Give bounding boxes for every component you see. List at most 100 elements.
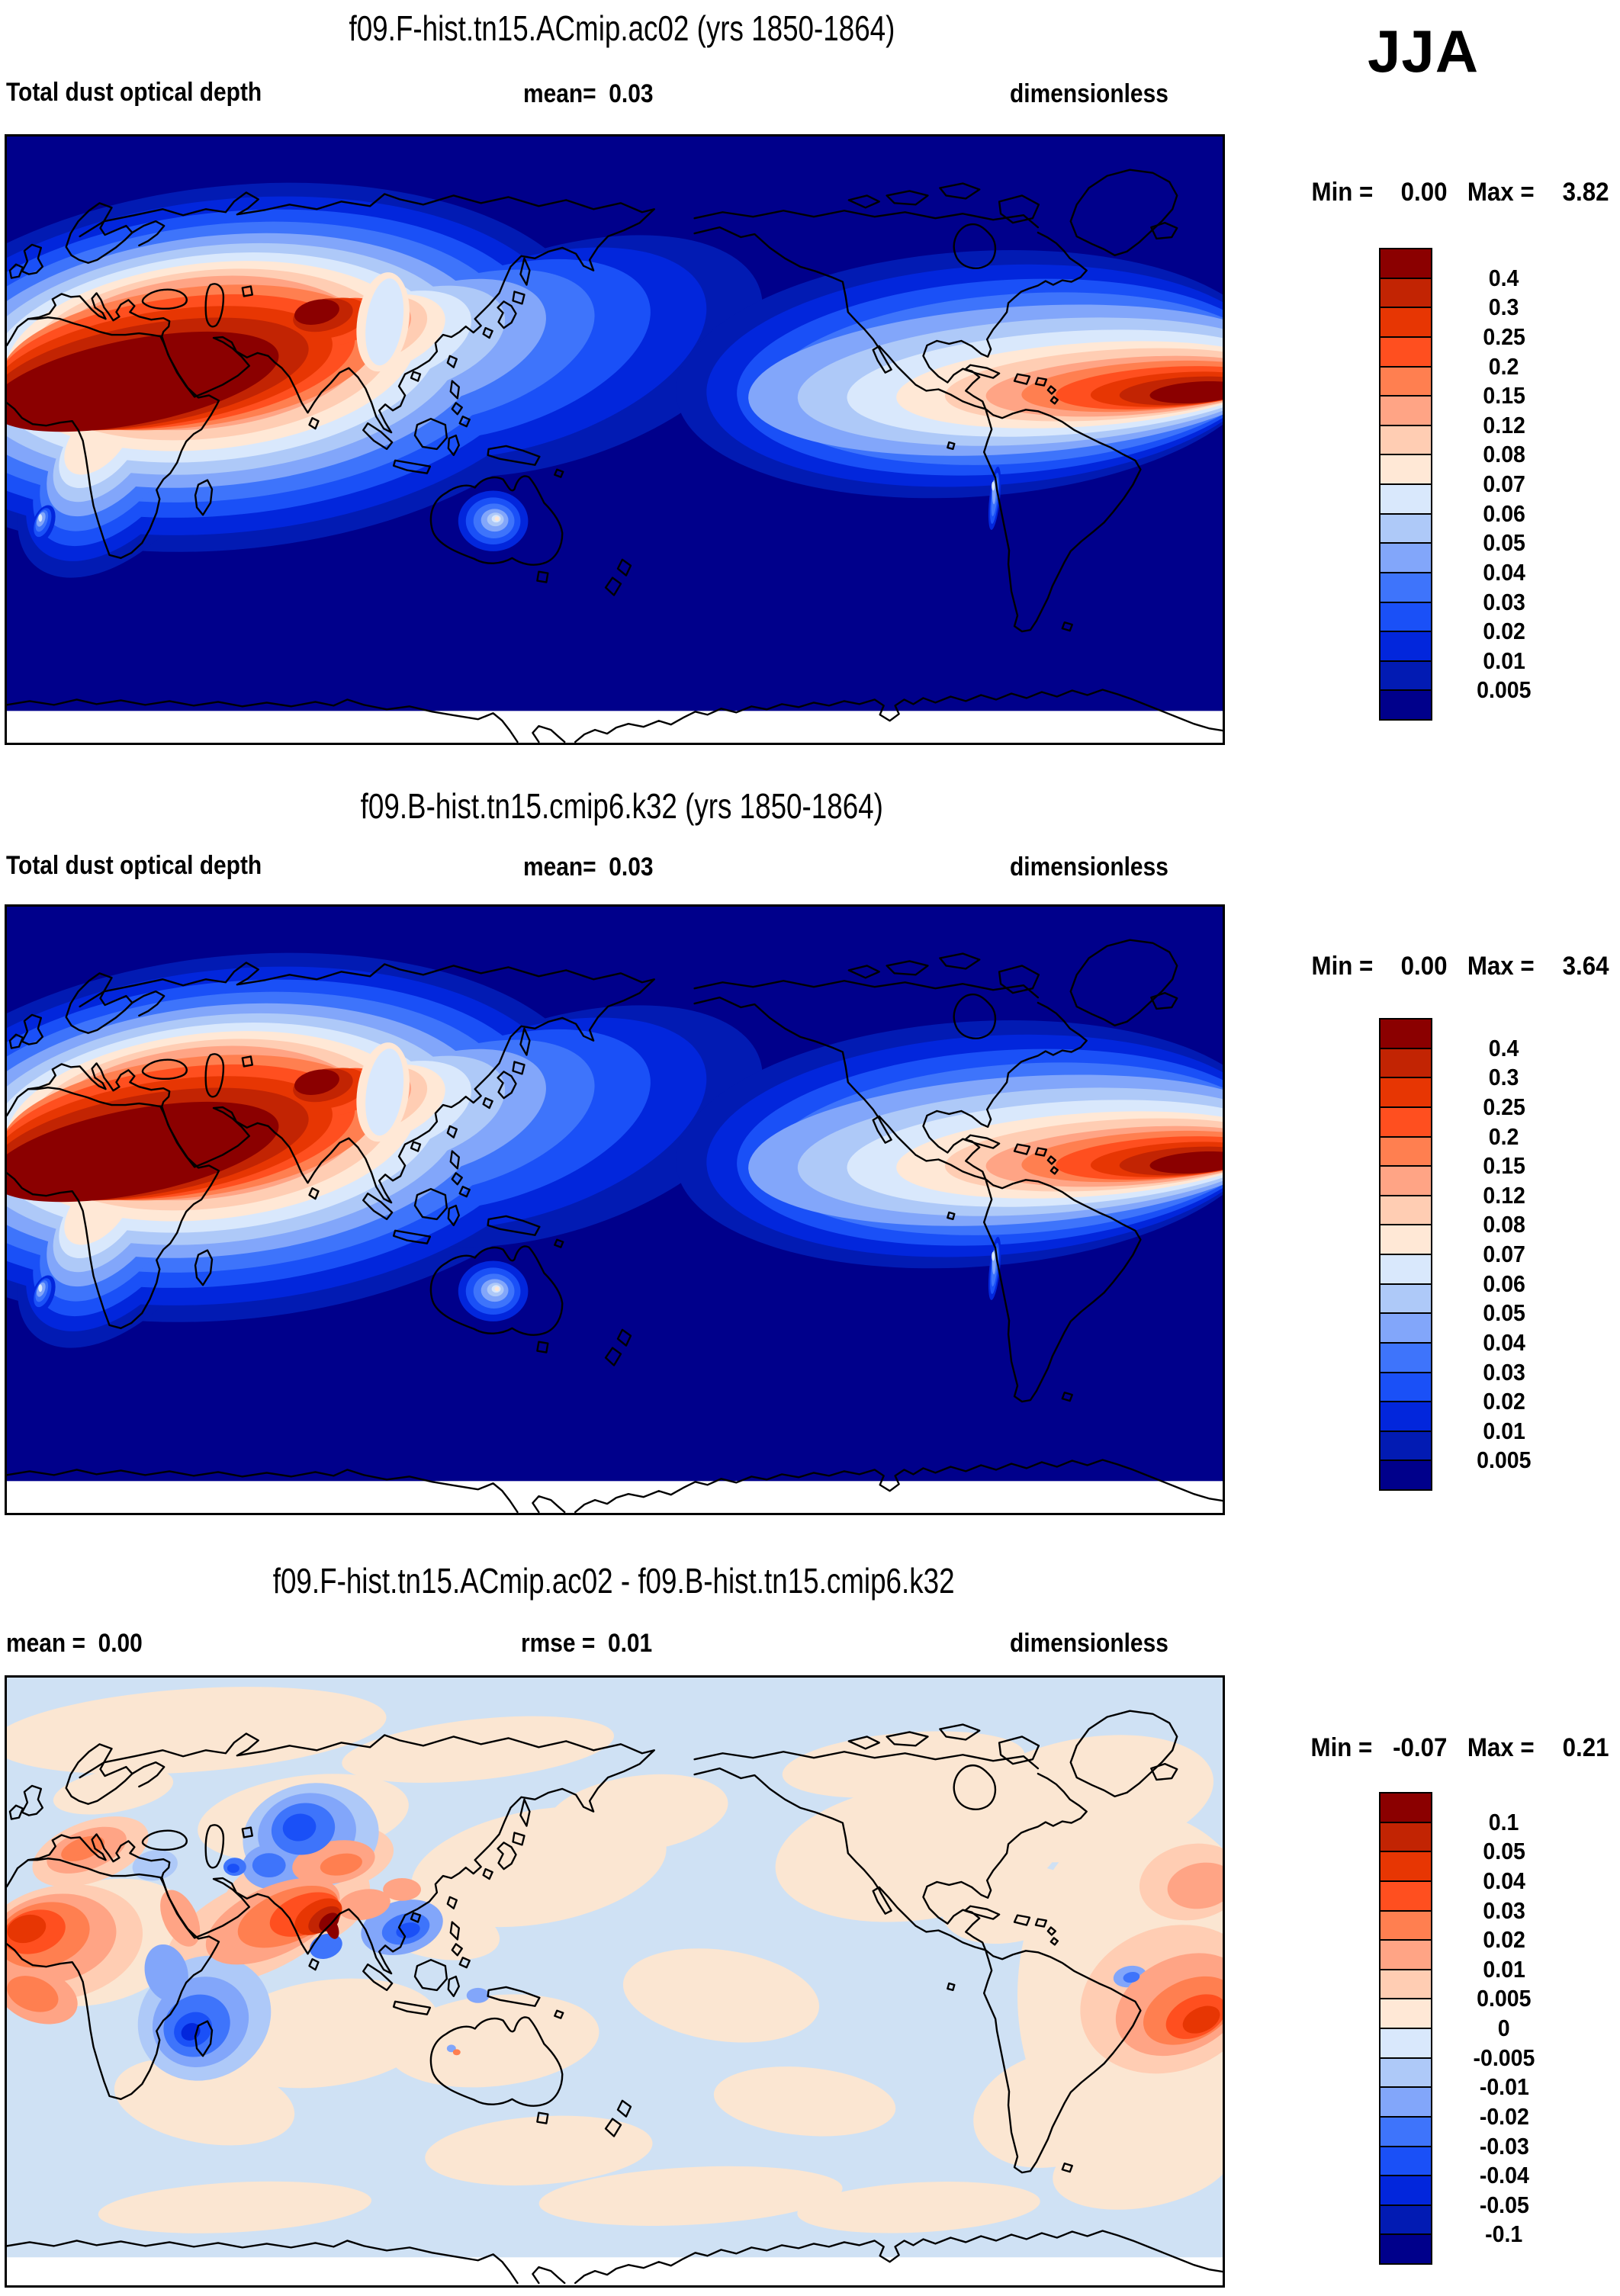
colorbar-cell — [1379, 1968, 1432, 2000]
colorbar-cell — [1379, 2233, 1432, 2265]
panel1-map — [5, 134, 1225, 745]
colorbar-tick-label: 0.005 — [1477, 676, 1532, 704]
colorbar-cell — [1379, 631, 1432, 662]
colorbar-tick-label: 0.12 — [1483, 411, 1525, 438]
colorbar-tick-label: -0.02 — [1479, 2102, 1529, 2130]
colorbar-cell — [1379, 454, 1432, 485]
colorbar-tick-label: 0.02 — [1483, 1388, 1525, 1415]
colorbar-cell — [1379, 542, 1432, 573]
colorbar-cell — [1379, 1909, 1432, 1941]
colorbar-cell — [1379, 571, 1432, 603]
panel3-map-canvas — [7, 1678, 1223, 2285]
panel3-units-label: dimensionless — [1010, 1629, 1168, 1658]
colorbar-tick-label: 0.04 — [1483, 1328, 1525, 1356]
colorbar-tick-label: 0.01 — [1483, 1955, 1525, 1983]
colorbar-tick-label: 0.01 — [1483, 1417, 1525, 1444]
colorbar-tick-label: 0.4 — [1489, 1034, 1519, 1061]
colorbar-tick-label: 0.4 — [1489, 264, 1519, 291]
colorbar-tick-label: 0.2 — [1489, 352, 1519, 380]
panel1-minmax: Min = 0.00 Max = 3.82 — [1311, 178, 1609, 207]
colorbar-cell — [1379, 483, 1432, 515]
colorbar-tick-label: 0.01 — [1483, 647, 1525, 674]
colorbar-tick-label: 0.02 — [1483, 1926, 1525, 1954]
colorbar-cell — [1379, 365, 1432, 397]
colorbar-cell — [1379, 1165, 1432, 1196]
colorbar-cell — [1379, 395, 1432, 426]
panel2-map — [5, 904, 1225, 1515]
colorbar-tick-label: -0.04 — [1479, 2162, 1529, 2189]
panel3-title: f09.F-hist.tn15.ACmip.ac02 - f09.B-hist.… — [273, 1561, 955, 1601]
colorbar-tick-label: 0.05 — [1483, 529, 1525, 557]
colorbar-cell — [1379, 1135, 1432, 1167]
colorbar-tick-label: 0.06 — [1483, 1270, 1525, 1297]
colorbar-cell — [1379, 1194, 1432, 1226]
colorbar-tick-label: 0.05 — [1483, 1838, 1525, 1865]
colorbar-cell — [1379, 424, 1432, 456]
colorbar-cell — [1379, 1998, 1432, 2029]
colorbar-cell — [1379, 2057, 1432, 2089]
colorbar-cell — [1379, 1430, 1432, 1462]
colorbar-tick-label: 0.07 — [1483, 470, 1525, 497]
colorbar-cell — [1379, 2028, 1432, 2059]
panel2-units-label: dimensionless — [1010, 853, 1168, 881]
colorbar-cell — [1379, 601, 1432, 633]
colorbar-cell — [1379, 1401, 1432, 1432]
colorbar-tick-label: 0.1 — [1489, 1808, 1519, 1835]
colorbar-tick-label: 0.25 — [1483, 1093, 1525, 1120]
panel3-map — [5, 1675, 1225, 2288]
colorbar-cell — [1379, 1224, 1432, 1255]
colorbar-cell — [1379, 336, 1432, 368]
colorbar-tick-label: 0 — [1498, 2015, 1510, 2041]
panel2-mean-stat: mean= 0.03 — [523, 853, 654, 881]
colorbar-cell — [1379, 1792, 1432, 1823]
colorbar-tick-label: 0.25 — [1483, 323, 1525, 350]
panel1-map-canvas — [7, 136, 1223, 743]
colorbar-cell — [1379, 1851, 1432, 1882]
panel1-title: f09.F-hist.tn15.ACmip.ac02 (yrs 1850-186… — [349, 8, 895, 48]
colorbar-tick-label: 0.04 — [1483, 1867, 1525, 1894]
colorbar-cell — [1379, 1939, 1432, 1970]
colorbar-tick-label: 0.06 — [1483, 499, 1525, 527]
colorbar-tick-label: 0.005 — [1477, 1447, 1532, 1474]
colorbar-cell — [1379, 1283, 1432, 1315]
panel2-title: f09.B-hist.tn15.cmip6.k32 (yrs 1850-1864… — [360, 786, 883, 826]
colorbar-tick-label: 0.08 — [1483, 441, 1525, 468]
colorbar-tick-label: 0.03 — [1483, 1358, 1525, 1386]
colorbar-cell — [1379, 1821, 1432, 1853]
colorbar-cell — [1379, 1341, 1432, 1373]
colorbar-tick-label: 0.03 — [1483, 588, 1525, 615]
colorbar-tick-label: -0.01 — [1479, 2073, 1529, 2101]
colorbar-tick-label: 0.15 — [1483, 1152, 1525, 1180]
colorbar-cell — [1379, 248, 1432, 279]
colorbar-tick-label: 0.15 — [1483, 382, 1525, 409]
colorbar-cell — [1379, 512, 1432, 544]
panel1-variable-label: Total dust optical depth — [6, 78, 262, 107]
difference-field — [7, 1678, 1223, 2285]
colorbar-cell — [1379, 2086, 1432, 2118]
colorbar-cell — [1379, 1077, 1432, 1108]
colorbar-tick-label: 0.3 — [1489, 1064, 1519, 1091]
colorbar-cell — [1379, 689, 1432, 721]
panel2-map-canvas — [7, 907, 1223, 1513]
colorbar-tick-label: 0.07 — [1483, 1241, 1525, 1267]
panel2-colorbar: 0.4 0.3 0.25 0.2 0.15 0.12 0.08 0.07 0.06 0.05 0.0… — [1379, 1018, 1578, 1491]
colorbar-cell — [1379, 1254, 1432, 1285]
colorbar-cell — [1379, 2115, 1432, 2147]
colorbar-cell — [1379, 1312, 1432, 1344]
colorbar-tick-label: -0.05 — [1479, 2191, 1529, 2218]
panel2-minmax: Min = 0.00 Max = 3.64 — [1311, 952, 1609, 981]
panel1-mean-stat: mean= 0.03 — [523, 79, 654, 108]
colorbar-cell — [1379, 1018, 1432, 1049]
colorbar-tick-label: 0.2 — [1489, 1122, 1519, 1150]
colorbar-cell — [1379, 1047, 1432, 1079]
panel3-colorbar: 0.1 0.05 0.04 0.03 0.02 0.01 0.005 0 -0.005 -0.01… — [1379, 1792, 1578, 2265]
panel3-mean-stat: mean = 0.00 — [6, 1629, 143, 1658]
panel1-units-label: dimensionless — [1010, 79, 1168, 108]
colorbar-cell — [1379, 1880, 1432, 1912]
colorbar-cell — [1379, 307, 1432, 338]
colorbar-cell — [1379, 2175, 1432, 2206]
colorbar-tick-label: 0.05 — [1483, 1299, 1525, 1327]
colorbar-cell — [1379, 660, 1432, 692]
colorbar-cell — [1379, 1106, 1432, 1138]
